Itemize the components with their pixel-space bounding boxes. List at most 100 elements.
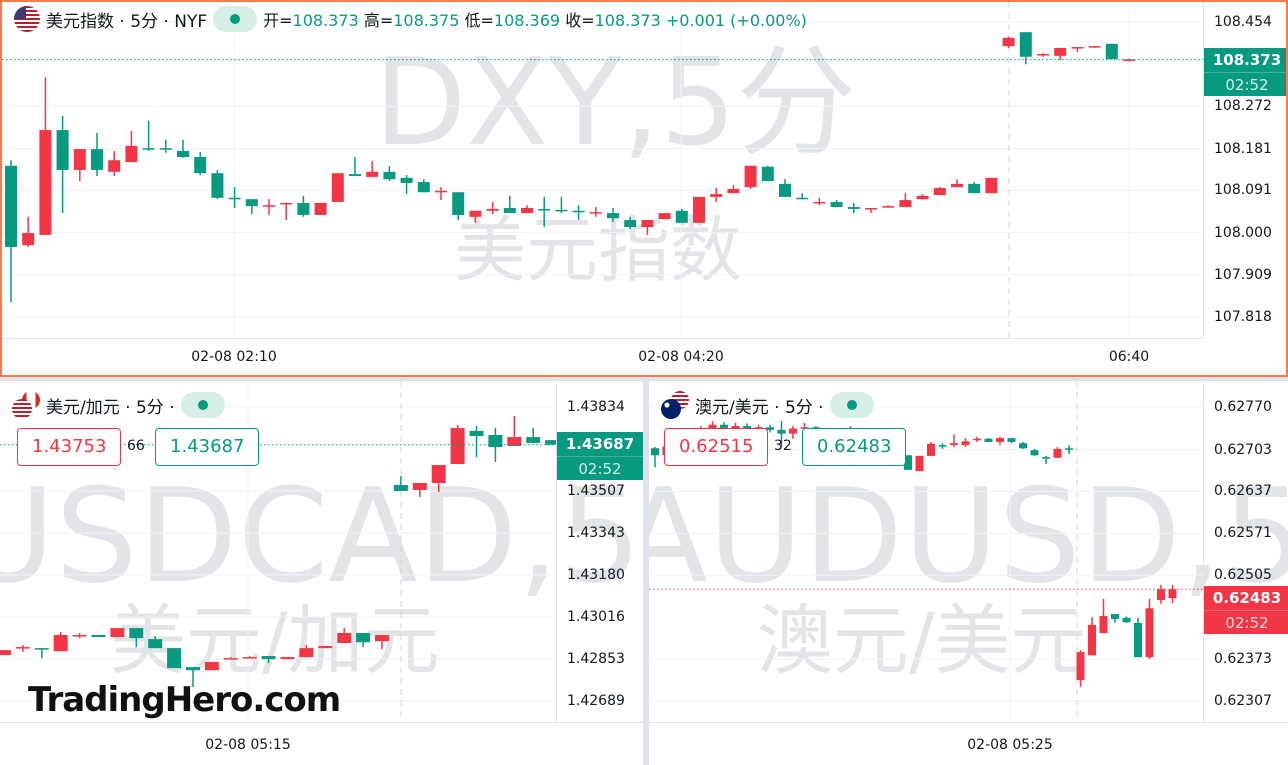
candle[interactable]	[727, 184, 740, 194]
candle[interactable]	[110, 628, 125, 638]
candle[interactable]	[194, 151, 207, 176]
candle[interactable]	[108, 150, 121, 176]
candle[interactable]	[5, 160, 17, 303]
candle[interactable]	[1168, 584, 1177, 604]
buy-button[interactable]: 0.62483	[802, 428, 907, 466]
candle[interactable]	[641, 220, 654, 235]
candle[interactable]	[1054, 47, 1067, 61]
candle[interactable]	[337, 628, 352, 643]
candle[interactable]	[951, 179, 963, 188]
sell-button[interactable]: 0.62515	[664, 428, 769, 466]
candle[interactable]	[15, 645, 30, 652]
candle[interactable]	[744, 165, 757, 189]
symbol-title[interactable]: 美元指数 · 5分 · NYF	[46, 11, 208, 32]
candle[interactable]	[796, 193, 809, 200]
time-axis[interactable]: 02-08 05:25	[649, 722, 1288, 765]
candle[interactable]	[211, 169, 224, 200]
candle[interactable]	[1065, 445, 1073, 454]
candle[interactable]	[435, 187, 447, 201]
candle[interactable]	[973, 436, 981, 442]
price-axis[interactable]: 108.454 108.272 108.181 108.091 108.000 107.9…	[1203, 2, 1286, 338]
candle[interactable]	[159, 139, 172, 153]
candle[interactable]	[830, 200, 843, 208]
candle[interactable]	[915, 455, 924, 472]
visibility-toggle[interactable]	[180, 392, 225, 418]
candle[interactable]	[318, 646, 333, 649]
candle[interactable]	[129, 628, 144, 648]
candle[interactable]	[228, 187, 241, 208]
candle[interactable]	[125, 131, 138, 163]
candle[interactable]	[1123, 58, 1135, 62]
candle[interactable]	[245, 199, 258, 215]
candle[interactable]	[589, 207, 602, 217]
candle[interactable]	[1030, 448, 1039, 456]
candle[interactable]	[968, 182, 981, 194]
candle[interactable]	[927, 441, 935, 456]
candle[interactable]	[938, 443, 947, 449]
candle[interactable]	[469, 426, 484, 458]
candle[interactable]	[1088, 46, 1101, 48]
candle[interactable]	[521, 205, 533, 214]
candle[interactable]	[777, 420, 786, 447]
candle[interactable]	[263, 199, 275, 215]
candle[interactable]	[1019, 441, 1027, 449]
symbol-title[interactable]: 美元/加元 · 5分 ·	[46, 397, 175, 418]
usdcad-chart-panel[interactable]: USDCAD,5分 美元/加元 美元/加元 · 5分 · 1.43753 66 …	[0, 381, 643, 765]
candle[interactable]	[1042, 455, 1050, 465]
candle[interactable]	[916, 194, 929, 200]
candle[interactable]	[142, 120, 155, 151]
candle[interactable]	[607, 207, 619, 222]
candle[interactable]	[1007, 438, 1016, 444]
candle[interactable]	[331, 173, 344, 202]
candle[interactable]	[204, 661, 219, 671]
time-axis[interactable]: 02-08 05:15	[0, 722, 643, 765]
candle[interactable]	[555, 196, 568, 214]
candle[interactable]	[186, 667, 200, 688]
candle[interactable]	[1134, 617, 1142, 658]
candle[interactable]	[431, 465, 446, 492]
candle[interactable]	[488, 428, 503, 462]
audusd-candles[interactable]	[649, 381, 1203, 722]
candle[interactable]	[400, 175, 413, 195]
candle[interactable]	[984, 438, 993, 442]
candle[interactable]	[507, 415, 522, 447]
candle[interactable]	[1099, 598, 1108, 634]
candle[interactable]	[383, 165, 396, 182]
candle[interactable]	[1105, 43, 1118, 60]
candle[interactable]	[933, 187, 946, 196]
candle[interactable]	[56, 116, 69, 214]
candle[interactable]	[299, 645, 314, 658]
candle[interactable]	[53, 631, 68, 652]
candle[interactable]	[761, 165, 774, 182]
candle[interactable]	[710, 188, 723, 202]
candle[interactable]	[91, 132, 103, 176]
audusd-chart-panel[interactable]: AUDUSD,5分 澳元/美元 澳元/美元 · 5分 · 0.62515 32 …	[649, 381, 1288, 765]
candle[interactable]	[904, 455, 912, 470]
candle[interactable]	[167, 648, 182, 669]
price-axis[interactable]: 1.43834 1.43507 1.43343 1.43180 1.43016 1.428…	[556, 381, 643, 722]
candle[interactable]	[72, 632, 87, 639]
symbol-title[interactable]: 澳元/美元 · 5分 ·	[695, 397, 824, 418]
candle[interactable]	[1019, 32, 1032, 65]
candle[interactable]	[223, 657, 238, 660]
candle[interactable]	[91, 635, 106, 638]
candle[interactable]	[1053, 447, 1062, 458]
candle[interactable]	[572, 205, 585, 221]
candle[interactable]	[1157, 584, 1165, 604]
candle[interactable]	[985, 177, 998, 194]
candle[interactable]	[450, 424, 465, 465]
candle[interactable]	[1145, 598, 1154, 660]
candle[interactable]	[177, 139, 189, 158]
candle[interactable]	[538, 196, 551, 228]
candle[interactable]	[882, 205, 895, 208]
candle[interactable]	[375, 635, 389, 650]
candle[interactable]	[675, 208, 688, 223]
candle[interactable]	[1037, 53, 1049, 57]
sell-button[interactable]: 1.43753	[17, 428, 122, 466]
candle[interactable]	[1122, 616, 1131, 623]
candle[interactable]	[789, 426, 797, 439]
candle[interactable]	[22, 216, 35, 247]
candle[interactable]	[961, 438, 970, 448]
candle[interactable]	[1076, 650, 1085, 688]
candle[interactable]	[1111, 614, 1119, 623]
